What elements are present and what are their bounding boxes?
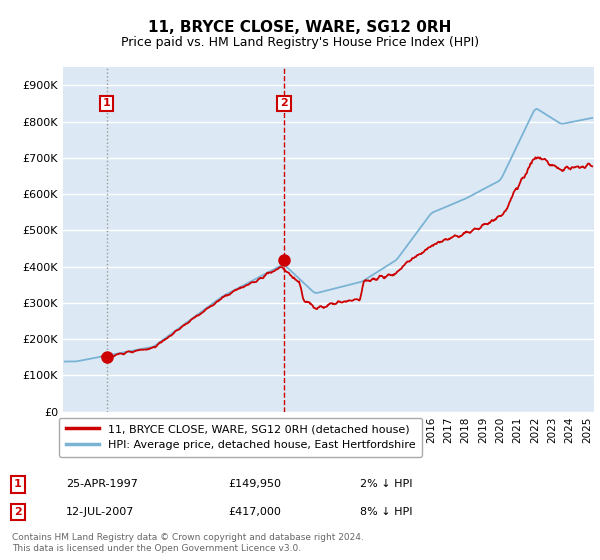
Text: 8% ↓ HPI: 8% ↓ HPI bbox=[360, 507, 413, 517]
Text: Price paid vs. HM Land Registry's House Price Index (HPI): Price paid vs. HM Land Registry's House … bbox=[121, 36, 479, 49]
Text: Contains HM Land Registry data © Crown copyright and database right 2024.
This d: Contains HM Land Registry data © Crown c… bbox=[12, 533, 364, 553]
Text: £149,950: £149,950 bbox=[228, 479, 281, 489]
Text: £417,000: £417,000 bbox=[228, 507, 281, 517]
Legend: 11, BRYCE CLOSE, WARE, SG12 0RH (detached house), HPI: Average price, detached h: 11, BRYCE CLOSE, WARE, SG12 0RH (detache… bbox=[59, 418, 422, 456]
Text: 2: 2 bbox=[14, 507, 22, 517]
Text: 2% ↓ HPI: 2% ↓ HPI bbox=[360, 479, 413, 489]
Text: 1: 1 bbox=[14, 479, 22, 489]
Text: 25-APR-1997: 25-APR-1997 bbox=[66, 479, 138, 489]
Text: 12-JUL-2007: 12-JUL-2007 bbox=[66, 507, 134, 517]
Text: 2: 2 bbox=[280, 99, 288, 109]
Text: 11, BRYCE CLOSE, WARE, SG12 0RH: 11, BRYCE CLOSE, WARE, SG12 0RH bbox=[148, 20, 452, 35]
Text: 1: 1 bbox=[103, 99, 110, 109]
